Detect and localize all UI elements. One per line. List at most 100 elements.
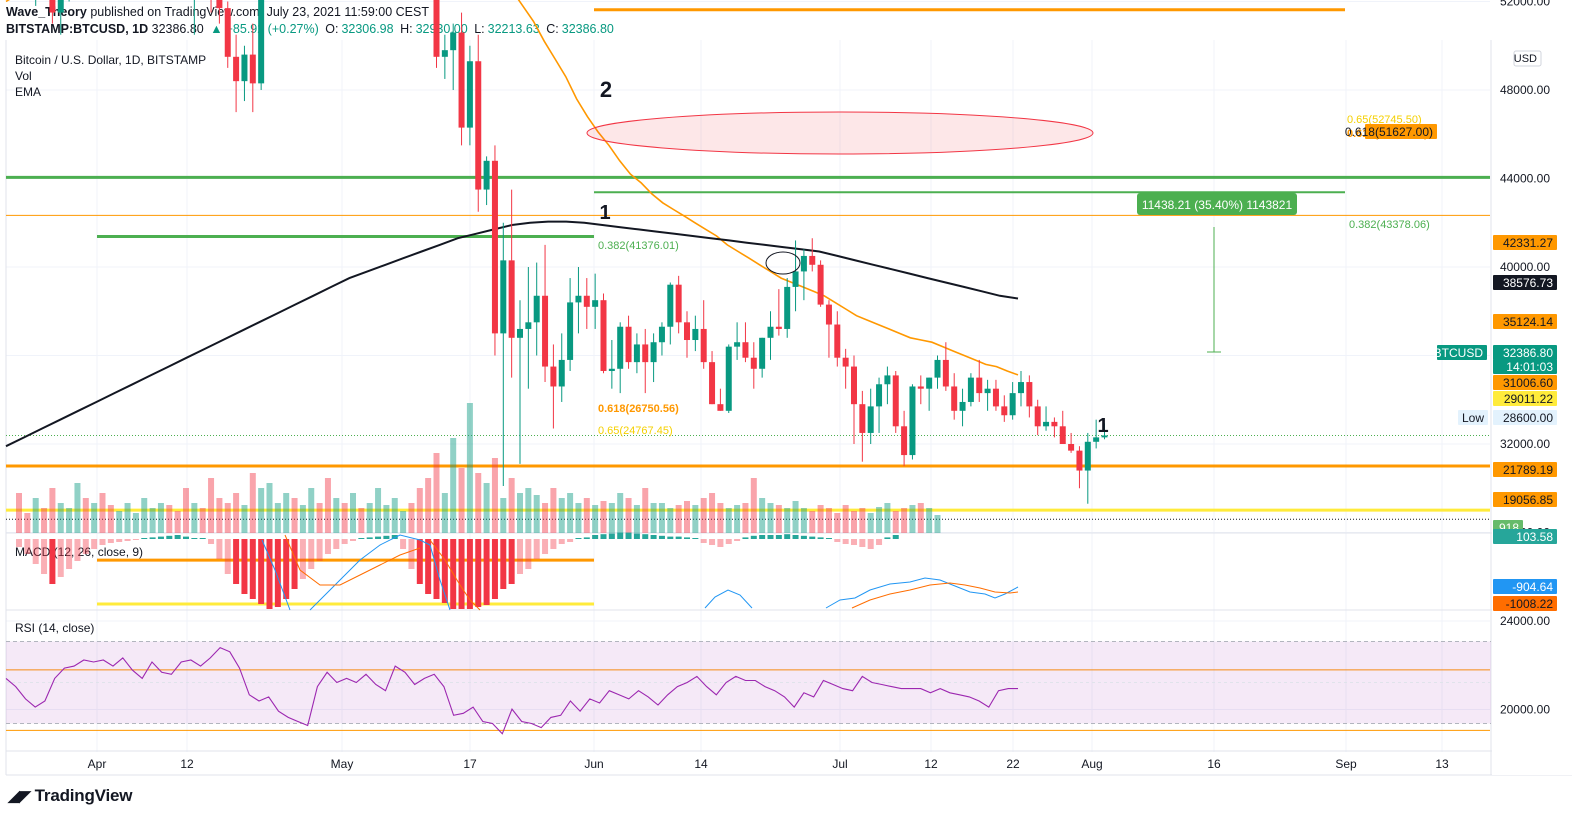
volume-bar — [917, 503, 924, 533]
macd-hist-bar — [216, 539, 223, 559]
signal-line — [429, 539, 481, 611]
tradingview-logo[interactable]: ◢◤ TradingView — [8, 786, 133, 806]
volume-bar — [800, 508, 807, 533]
low-label-tag: 28600.00 — [1493, 410, 1557, 425]
volume-bar — [625, 498, 632, 533]
macd-hist-bar — [884, 537, 891, 539]
macd-hist-bar — [166, 535, 173, 539]
volume-bar — [834, 513, 841, 533]
macd-hist-bar — [742, 537, 749, 539]
volume-bar — [375, 488, 382, 533]
volume-bar — [508, 478, 515, 533]
price-axis: 60000.0056000.0052000.0048000.0044000.00… — [1345, 0, 1572, 775]
macd-hist-bar — [400, 539, 407, 549]
candle-body — [241, 54, 248, 82]
macd-hist-bar — [324, 539, 331, 554]
ema-path — [5, 0, 1019, 376]
volume-bar — [441, 493, 448, 533]
macd-hist-bar — [633, 533, 640, 539]
volume-bar — [433, 453, 440, 533]
candle-body — [667, 284, 674, 327]
candle-body — [742, 342, 749, 358]
macd-hist-bar — [508, 539, 515, 584]
high-label: H: — [400, 22, 413, 36]
candle-body — [567, 302, 574, 360]
axis-bg — [1492, 40, 1572, 775]
candle-body — [517, 328, 523, 338]
volume-bars — [16, 403, 941, 533]
candle-body — [583, 295, 590, 307]
candle-body — [233, 56, 240, 82]
volume-bar — [141, 498, 148, 533]
candle-body — [224, 8, 231, 57]
signal-label-bg — [1493, 596, 1557, 611]
macd-line-label: -904.64 — [1512, 580, 1553, 594]
candle-body — [542, 295, 549, 367]
volume-bar — [49, 488, 56, 533]
price-tick: 32000.00 — [1500, 437, 1550, 451]
candle-body — [984, 388, 991, 394]
macd-hist-bar — [358, 538, 365, 539]
volume-bar — [241, 505, 248, 533]
macd-hist-label-tag: 103.58 — [1493, 529, 1557, 544]
macd-hist-bar — [466, 539, 473, 609]
candle-body — [249, 54, 256, 84]
macd-hist-bar — [658, 535, 665, 539]
wave-label-1b: 1 — [1097, 415, 1108, 437]
volume-bar — [299, 505, 306, 533]
time-tick: 12 — [924, 757, 938, 771]
cross-circle — [765, 251, 801, 275]
volume-bar — [700, 498, 707, 533]
candle-body — [558, 359, 565, 387]
volume-bar — [383, 505, 390, 533]
macd-hist-bar — [99, 539, 106, 545]
level-label-tag: 42331.27 — [1493, 235, 1557, 250]
volume-bar — [391, 498, 398, 533]
macd-hist-bar — [892, 535, 899, 539]
candle-body — [466, 61, 473, 128]
symbol-label-bg — [1437, 345, 1487, 360]
low-tag-tag: Low — [1458, 410, 1488, 425]
candle-body — [1018, 382, 1024, 394]
candle-body — [842, 357, 849, 367]
volume-bar — [617, 493, 624, 533]
macd-line-label-tag: -904.64 — [1493, 579, 1557, 594]
author-name[interactable]: Wave_Theory — [6, 5, 87, 19]
candles — [35, 0, 1108, 504]
candle-body — [1101, 435, 1108, 438]
ema-line — [5, 0, 1019, 376]
macd-hist-bar — [299, 539, 306, 579]
candle-body — [767, 326, 774, 338]
candle-body — [825, 304, 832, 325]
level-label-bg — [1493, 375, 1557, 390]
macd-hist-bar — [550, 539, 557, 549]
volume-bar — [533, 495, 540, 533]
volume-bar — [684, 501, 690, 533]
candle-body — [508, 260, 515, 338]
macd-hist-bar — [617, 532, 624, 539]
candle-body — [817, 264, 824, 305]
macd-hist-bar — [558, 539, 565, 544]
signal-line — [851, 582, 1019, 609]
macd-hist-bar — [491, 539, 498, 599]
macd-hist-bar — [258, 539, 265, 604]
macd-hist-bar — [316, 539, 323, 561]
volume-bar — [717, 503, 724, 533]
candle-body — [658, 326, 665, 343]
macd-hist-bar — [383, 535, 390, 539]
candle-body — [49, 0, 56, 13]
candle-body — [433, 0, 440, 57]
volume-bar — [450, 438, 457, 533]
last-price-label-tag: 32386.80 — [1493, 345, 1557, 360]
volume-bar — [517, 493, 523, 533]
volume-bar — [742, 503, 749, 533]
candle-body — [1009, 393, 1016, 416]
candle-body — [600, 300, 607, 371]
volume-bar — [525, 488, 532, 533]
price-tick: 44000.00 — [1500, 172, 1550, 186]
volume-bar — [642, 488, 649, 533]
volume-bar — [316, 503, 323, 533]
volume-bar — [608, 503, 615, 533]
candle-body — [992, 388, 999, 407]
